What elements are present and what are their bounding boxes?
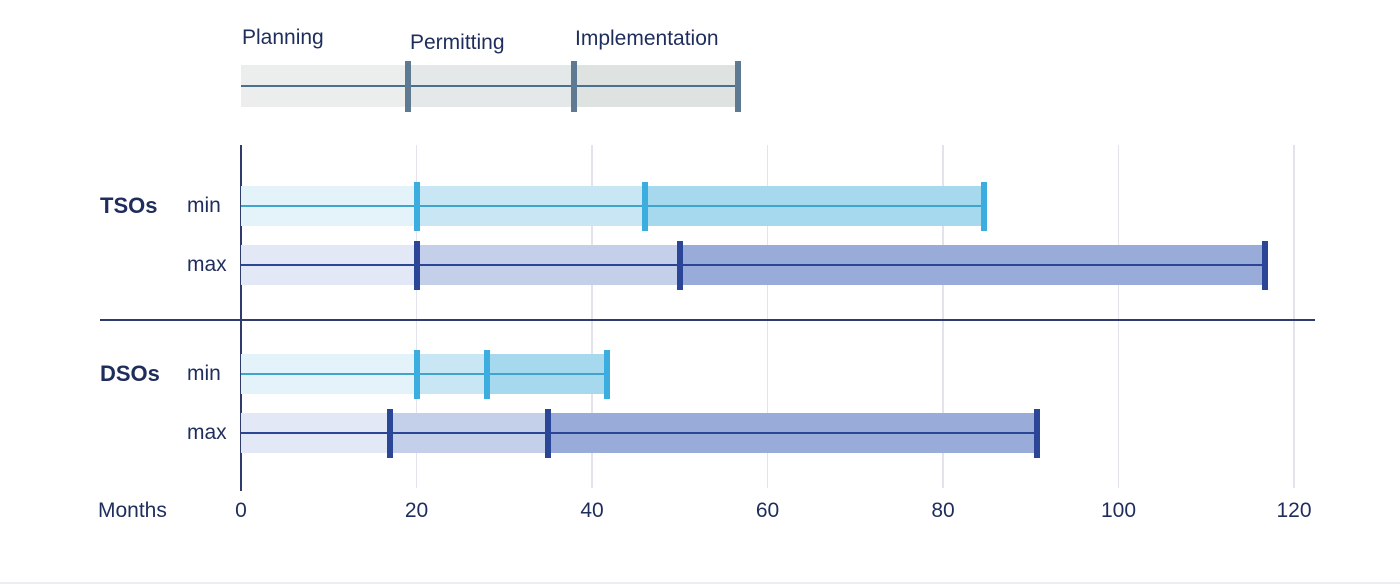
bar-center-line [241,264,1268,266]
bar-center-line [241,373,610,375]
phase-divider [387,408,394,458]
phase-divider [413,240,420,290]
phase-divider [404,60,411,112]
gridline-100 [1117,145,1120,488]
bar-center-line [241,432,1040,434]
bar-end-cap [1261,240,1268,290]
group-separator-line [100,319,1315,321]
phase-divider [413,349,420,399]
x-tick-label-40: 40 [580,499,604,522]
row-label-min: min [187,362,221,385]
row-label-min: min [187,194,221,217]
bar-center-line [241,85,742,87]
legend-label-permitting: Permitting [410,31,505,54]
bar-end-cap [980,181,987,231]
legend-bar [241,60,742,112]
bar-end-cap [603,349,610,399]
row-label-max: max [187,253,227,276]
x-tick-label-20: 20 [404,499,429,522]
bar-end-cap [1033,408,1040,458]
bar-tsos-max [241,240,1268,290]
x-tick-label-80: 80 [931,499,955,522]
gridline-120 [1293,145,1295,488]
y-axis-line [240,145,242,491]
row-label-max: max [187,421,227,444]
x-tick-label-60: 60 [755,499,780,522]
legend-label-planning: Planning [242,26,324,49]
group-label-dsos: DSOs [100,361,160,386]
phase-divider [413,181,420,231]
bar-end-cap [735,60,742,112]
group-label-tsos: TSOs [100,193,158,218]
gridline-20 [415,145,418,488]
x-tick-label-0: 0 [235,499,247,522]
phase-divider [545,408,552,458]
x-tick-label-100: 100 [1100,499,1137,522]
gridline-60 [766,145,769,488]
bottom-edge-line [0,582,1400,584]
gridline-80 [942,145,944,488]
phase-divider [571,60,578,112]
bar-tsos-min [241,181,987,231]
gridline-40 [591,145,593,488]
x-tick-label-120: 120 [1276,499,1312,522]
bar-dsos-max [241,408,1040,458]
phase-divider [483,349,490,399]
x-axis-unit-label: Months [98,499,167,522]
phase-divider [641,181,648,231]
phase-divider [676,240,683,290]
bar-center-line [241,205,987,207]
legend-label-implementation: Implementation [575,27,719,50]
bar-dsos-min [241,349,610,399]
